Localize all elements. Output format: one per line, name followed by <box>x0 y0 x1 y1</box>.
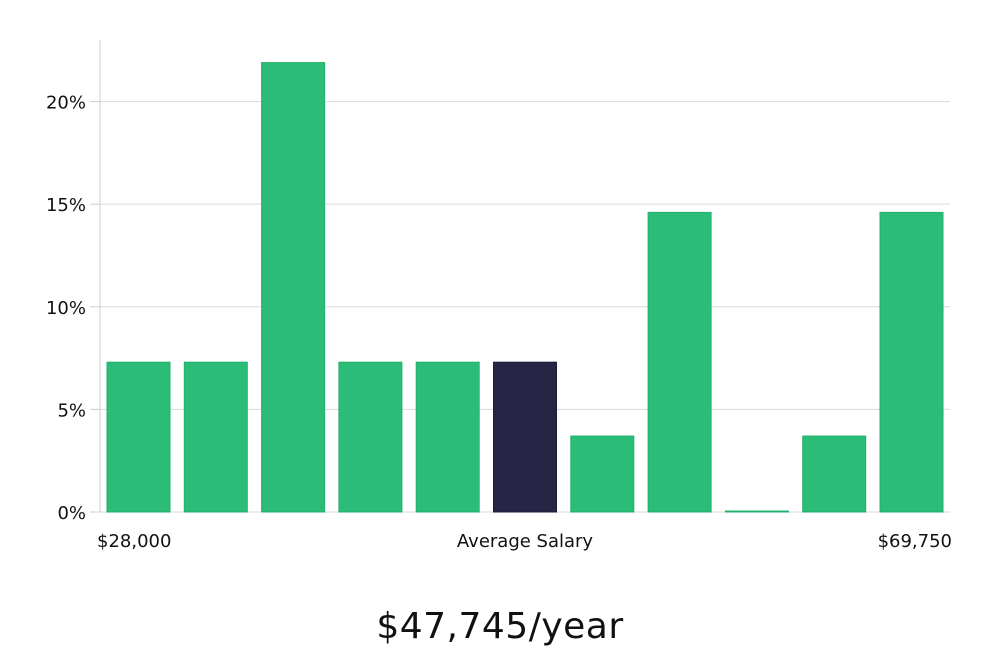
bars <box>106 62 944 513</box>
y-tick-label: 0% <box>57 503 86 524</box>
bar <box>183 361 248 513</box>
x-axis-labels: $28,000 Average Salary $69,750 <box>97 531 952 552</box>
average-salary-value: $47,745/year <box>376 606 624 647</box>
y-tick-label: 10% <box>46 298 86 319</box>
bar <box>415 361 480 513</box>
salary-distribution-chart: 0% 5% 10% 15% 20% $28,000 Average Salary $69… <box>46 40 952 552</box>
axes <box>90 40 101 513</box>
y-tick-label: 20% <box>46 93 86 114</box>
bar <box>724 510 789 513</box>
bar <box>261 62 326 513</box>
y-tick-label: 15% <box>46 195 86 216</box>
bar <box>879 211 944 513</box>
y-tick-labels: 0% 5% 10% 15% 20% <box>46 93 86 524</box>
bar <box>570 435 635 513</box>
bar <box>106 361 171 513</box>
bar-highlighted <box>493 361 557 513</box>
bar <box>338 361 403 513</box>
y-tick-label: 5% <box>57 400 86 421</box>
bar <box>802 435 867 513</box>
x-min-label: $28,000 <box>97 531 171 552</box>
x-axis-title: Average Salary <box>457 531 594 552</box>
x-max-label: $69,750 <box>878 531 952 552</box>
bar <box>647 211 712 513</box>
